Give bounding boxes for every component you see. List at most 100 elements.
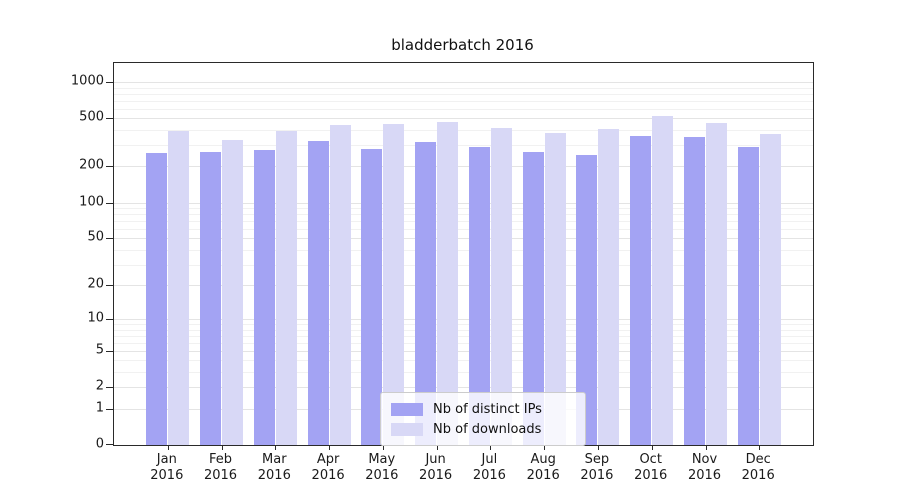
minor-gridline-30	[114, 264, 813, 266]
x-tick-label-oct: Oct 2016	[634, 452, 668, 483]
x-tick-label-sep: Sep 2016	[580, 452, 614, 483]
y-tick-20	[106, 285, 114, 286]
bar-distinct-ips-feb	[200, 151, 221, 445]
x-axis-tick-labels: Jan 2016 Feb 2016 Mar 2016 Apr 2016 May 2016 Jun 20…	[113, 452, 812, 492]
x-tick-mar	[275, 445, 277, 450]
bar-downloads-apr	[329, 125, 351, 445]
major-gridline-100	[114, 202, 813, 204]
legend-item-downloads: Nb of downloads	[391, 419, 575, 439]
x-tick-apr	[329, 445, 331, 450]
y-tick-label-10: 10	[87, 310, 104, 326]
y-tick-1	[106, 408, 114, 410]
y-tick-label-0: 0	[95, 436, 104, 452]
y-tick-100	[106, 202, 114, 204]
bar-downloads-aug	[544, 132, 566, 445]
major-gridline-10	[114, 319, 813, 320]
x-tick-label-apr: Apr 2016	[311, 452, 345, 483]
y-tick-label-5: 5	[95, 342, 104, 358]
bar-distinct-ips-mar	[253, 149, 275, 445]
y-tick-10	[106, 319, 114, 320]
x-tick-label-aug: Aug 2016	[526, 452, 560, 483]
y-axis-tick-labels: 0 1 2 5 10 20 50 100 200 500 1000	[0, 62, 104, 451]
minor-gridline-70	[114, 221, 813, 222]
bar-distinct-ips-aug	[522, 152, 544, 445]
bar-downloads-oct	[652, 116, 674, 445]
major-gridline-1000	[114, 81, 813, 83]
legend-label-downloads: Nb of downloads	[433, 421, 542, 437]
bar-downloads-jan	[168, 130, 190, 445]
chart-title: bladderbatch 2016	[391, 36, 534, 54]
bar-distinct-ips-jul	[468, 146, 490, 445]
minor-gridline-600	[114, 108, 813, 110]
x-tick-dec	[759, 445, 761, 450]
bar-distinct-ips-sep	[576, 154, 598, 445]
bar-distinct-ips-jun	[415, 141, 437, 445]
x-tick-label-may: May 2016	[365, 452, 399, 483]
legend-swatch-distinct-ips	[391, 402, 423, 416]
minor-gridline-8	[114, 329, 813, 331]
minor-gridline-300	[114, 145, 813, 147]
y-tick-1000	[106, 81, 114, 83]
y-tick-5	[106, 350, 114, 352]
y-tick-500	[106, 118, 114, 120]
y-tick-label-2: 2	[95, 378, 104, 394]
minor-gridline-700	[114, 100, 813, 102]
bar-downloads-jul	[490, 127, 512, 445]
x-tick-label-mar: Mar 2016	[257, 452, 291, 483]
minor-gridline-400	[114, 130, 813, 131]
major-gridline-20	[114, 285, 813, 286]
x-tick-sep	[597, 445, 599, 450]
bar-downloads-dec	[759, 134, 781, 445]
major-gridline-2	[114, 387, 813, 389]
legend-item-distinct-ips: Nb of distinct IPs	[391, 399, 575, 419]
minor-gridline-9	[114, 324, 813, 325]
bar-downloads-may	[383, 123, 405, 445]
minor-gridline-3	[114, 372, 813, 374]
y-tick-label-500: 500	[79, 109, 104, 125]
y-tick-label-20: 20	[87, 276, 104, 292]
minor-gridline-90	[114, 208, 813, 209]
x-tick-label-nov: Nov 2016	[687, 452, 722, 483]
y-tick-label-200: 200	[79, 157, 104, 173]
x-tick-jul	[490, 445, 492, 450]
x-tick-label-jun: Jun 2016	[419, 452, 453, 483]
x-tick-label-jan: Jan 2016	[150, 452, 184, 483]
minor-gridline-4	[114, 360, 813, 362]
bar-distinct-ips-dec	[737, 147, 759, 445]
y-tick-0	[106, 444, 114, 445]
y-tick-label-1: 1	[95, 400, 104, 416]
minor-gridline-900	[114, 87, 813, 89]
major-gridline-5	[114, 350, 813, 352]
major-gridline-200	[114, 166, 813, 168]
plot-area: Nb of distinct IPs Nb of downloads	[106, 62, 814, 450]
bar-distinct-ips-apr	[307, 140, 329, 445]
x-tick-oct	[651, 445, 653, 450]
bar-distinct-ips-may	[361, 148, 383, 445]
x-tick-label-jul: Jul 2016	[472, 452, 506, 483]
minor-gridline-80	[114, 214, 813, 216]
y-tick-label-1000: 1000	[70, 73, 104, 89]
x-tick-feb	[221, 445, 223, 450]
minor-gridline-7	[114, 335, 813, 337]
y-tick-2	[106, 387, 114, 389]
minor-gridline-6	[114, 342, 813, 344]
legend: Nb of distinct IPs Nb of downloads	[380, 392, 586, 446]
x-tick-aug	[544, 445, 546, 450]
y-tick-50	[106, 238, 114, 240]
y-tick-label-100: 100	[79, 194, 104, 209]
x-tick-label-feb: Feb 2016	[203, 452, 238, 483]
x-tick-nov	[705, 445, 707, 450]
legend-label-distinct-ips: Nb of distinct IPs	[433, 401, 542, 417]
x-tick-label-dec: Dec 2016	[741, 452, 775, 483]
major-gridline-500	[114, 118, 813, 120]
x-tick-jun	[436, 445, 438, 450]
bar-distinct-ips-jan	[146, 152, 168, 445]
major-gridline-50	[114, 238, 813, 240]
minor-gridline-800	[114, 93, 813, 95]
bar-downloads-mar	[275, 130, 297, 445]
y-tick-200	[106, 166, 114, 168]
bar-distinct-ips-oct	[630, 136, 652, 445]
bar-downloads-nov	[706, 122, 727, 445]
x-tick-jan	[167, 445, 169, 450]
bar-downloads-feb	[222, 139, 243, 445]
